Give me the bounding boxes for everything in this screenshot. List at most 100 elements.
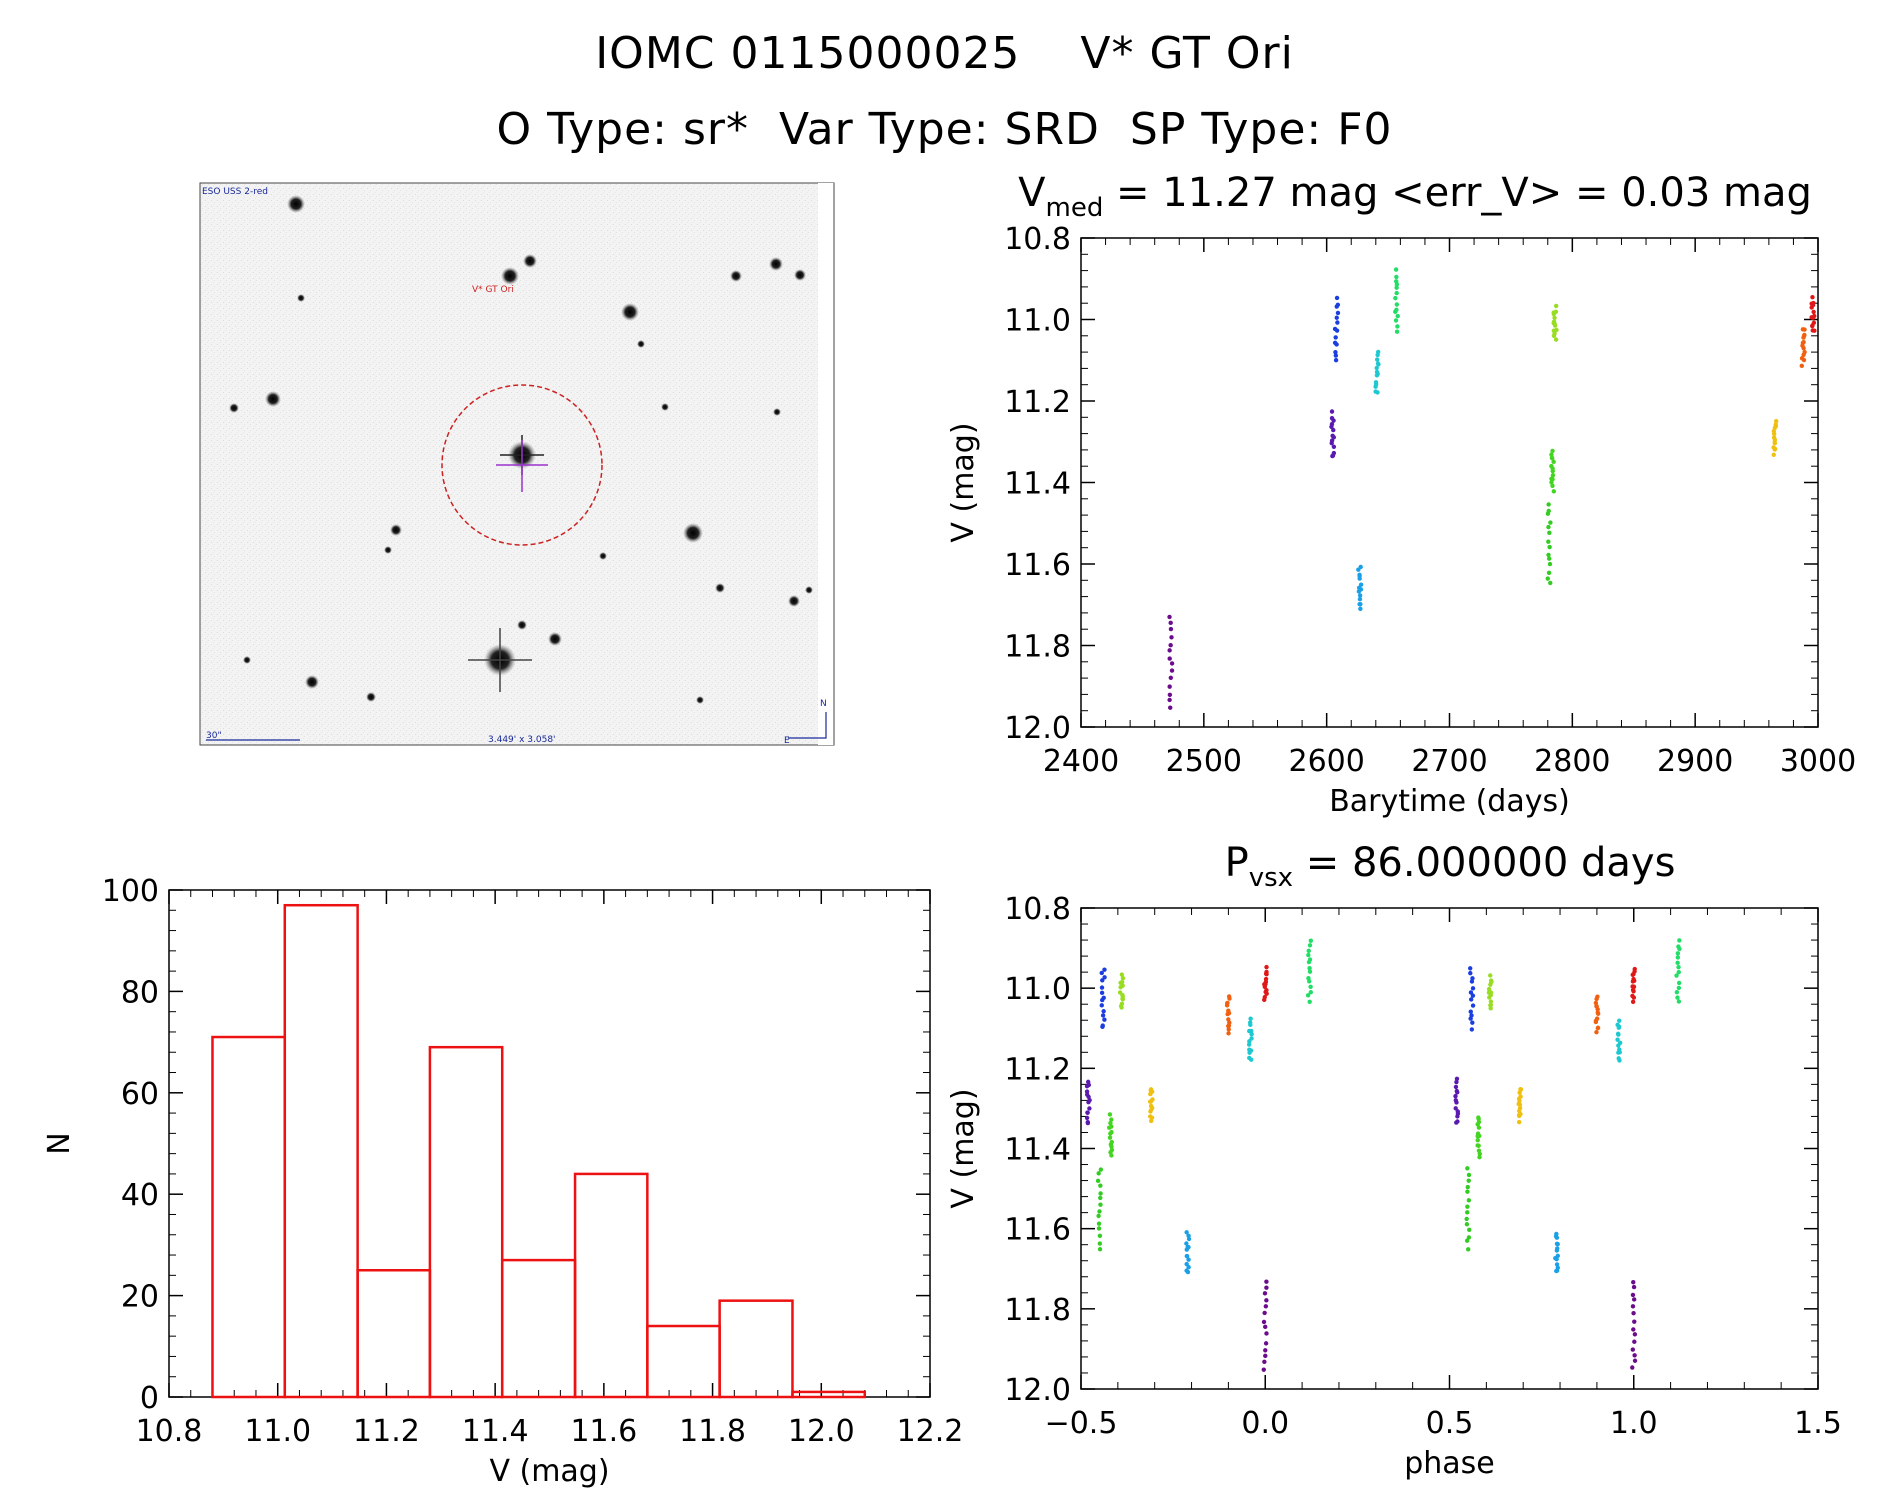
phase-plot-point-s9 [1119,979,1125,985]
phase-plot-point-s3 [1100,997,1105,1003]
phase-plot-point-s8 [1109,1144,1114,1149]
phase-plot-point-s9 [1487,995,1492,1000]
phase-plot-point-s6 [1307,943,1313,948]
phase-plot-point-s1 [1264,1298,1269,1303]
finder-right-margin [818,183,834,745]
phase-plot-point-s4 [1554,1262,1560,1267]
light-curve-xlabel: Barytime (days) [1329,784,1570,819]
finder-chart: ESO USS 2-red V* GT Ori 30" 3.449' x 3.0… [199,182,835,746]
histogram-xtick-label: 11.8 [679,1414,746,1449]
phase-plot-point-s2 [1084,1115,1090,1121]
target-circle [441,384,603,546]
phase-plot-point-s3 [1468,970,1473,976]
phase-plot-point-s1 [1262,1291,1268,1296]
phase-plot-point-s12 [1630,979,1636,984]
phase-plot-point-s10 [1148,1109,1153,1114]
phase-plot-point-s4 [1554,1256,1559,1262]
phase-plot-point-s3 [1470,1003,1476,1008]
phase-plot-point-s7 [1465,1210,1470,1215]
star [287,195,305,213]
phase-plot-point-s9 [1119,972,1125,977]
light-curve-point-s3 [1333,353,1339,358]
light-curve-point-s5 [1374,365,1379,371]
phase-plot-point-s4 [1554,1248,1560,1253]
phase-plot-point-s3 [1100,978,1105,983]
light-curve-point-s4 [1357,596,1363,602]
finder-compass: N E [784,699,827,746]
light-curve-xtick-label: 2900 [1657,744,1733,779]
phase-plot-point-s5 [1616,1025,1622,1030]
light-curve-xtick-label: 3000 [1780,744,1856,779]
light-curve-title: Vmed = 11.27 mag <err_V> = 0.03 mag [1018,170,1812,223]
phase-plot-point-s8 [1108,1131,1113,1136]
phase-plot-point-s7 [1096,1213,1101,1219]
phase-plot-point-s1 [1631,1327,1636,1332]
phase-plot-point-s2 [1454,1079,1459,1085]
light-curve-point-s1 [1167,684,1172,689]
phase-plot-point-s2 [1453,1106,1458,1111]
phase-plot-point-s4 [1184,1241,1189,1246]
phase-plot-point-s9 [1120,997,1126,1002]
star [805,586,813,594]
light-curve-point-s2 [1331,418,1336,423]
phase-plot-point-s7 [1098,1191,1103,1196]
light-curve-point-s8 [1550,468,1555,474]
star [229,403,239,413]
star [265,391,281,407]
phase-plot-xlabel: phase [1404,1446,1495,1481]
phase-plot-point-s7 [1097,1247,1103,1252]
light-curve-point-s3 [1334,342,1339,347]
histogram-bar [646,1324,721,1399]
phase-plot-point-s10 [1516,1101,1521,1107]
light-curve-point-s1 [1168,643,1173,648]
phase-plot-point-s1 [1630,1304,1636,1309]
phase-plot-point-s4 [1554,1268,1559,1274]
light-curve-point-s4 [1357,593,1363,598]
histogram-frame [168,889,931,1398]
phase-plot-point-s6 [1676,999,1682,1004]
phase-plot-point-s7 [1464,1216,1469,1222]
phase-plot-point-s12 [1630,972,1635,977]
phase-plot-point-s3 [1470,986,1476,991]
phase-plot-point-s9 [1119,1005,1124,1010]
phase-plot-point-s2 [1087,1106,1092,1111]
light-curve-xtick-label: 2500 [1166,744,1242,779]
phase-plot-point-s9 [1486,986,1492,992]
phase-plot-point-s2 [1085,1110,1090,1115]
phase-plot-point-s12 [1264,964,1269,970]
light-curve-point-s6 [1393,267,1399,272]
phase-plot-point-s1 [1632,1358,1638,1363]
phase-plot-point-s1 [1264,1285,1269,1290]
phase-plot-xtick-label: 1.5 [1794,1406,1842,1441]
phase-plot-point-s2 [1453,1084,1459,1090]
phase-plot-point-s7 [1466,1235,1472,1240]
phase-plot-point-s12 [1630,984,1635,989]
star [621,303,639,321]
phase-plot-point-s7 [1096,1171,1101,1176]
light-curve-point-s3 [1333,358,1339,363]
light-curve-point-s2 [1329,440,1334,446]
phase-plot-ytick-label: 11.6 [1004,1213,1071,1248]
phase-plot-title-sub: vsx [1249,863,1293,893]
phase-plot-point-s3 [1470,993,1476,998]
phase-plot-point-s5 [1247,1050,1252,1055]
phase-plot-point-s3 [1099,1003,1104,1008]
phase-plot-point-s11 [1226,1027,1231,1032]
light-curve-point-s5 [1373,384,1378,389]
phase-plot-point-s6 [1308,990,1314,995]
light-curve-point-s4 [1356,567,1361,572]
light-curve-point-s6 [1394,290,1399,296]
star [730,270,742,282]
light-curve-point-s11 [1799,363,1804,369]
phase-plot-point-s3 [1469,979,1475,984]
phase-plot-point-s6 [1675,960,1680,965]
light-curve-xtick-label: 2400 [1043,744,1119,779]
phase-plot-point-s4 [1185,1269,1191,1275]
phase-plot-point-s4 [1184,1247,1189,1252]
light-curve-point-s3 [1334,328,1340,333]
light-curve-point-s1 [1169,661,1175,666]
phase-plot-point-s3 [1099,985,1105,990]
phase-plot-point-s10 [1147,1099,1153,1104]
light-curve-point-s7 [1548,520,1553,525]
histogram-bar [500,1258,577,1399]
